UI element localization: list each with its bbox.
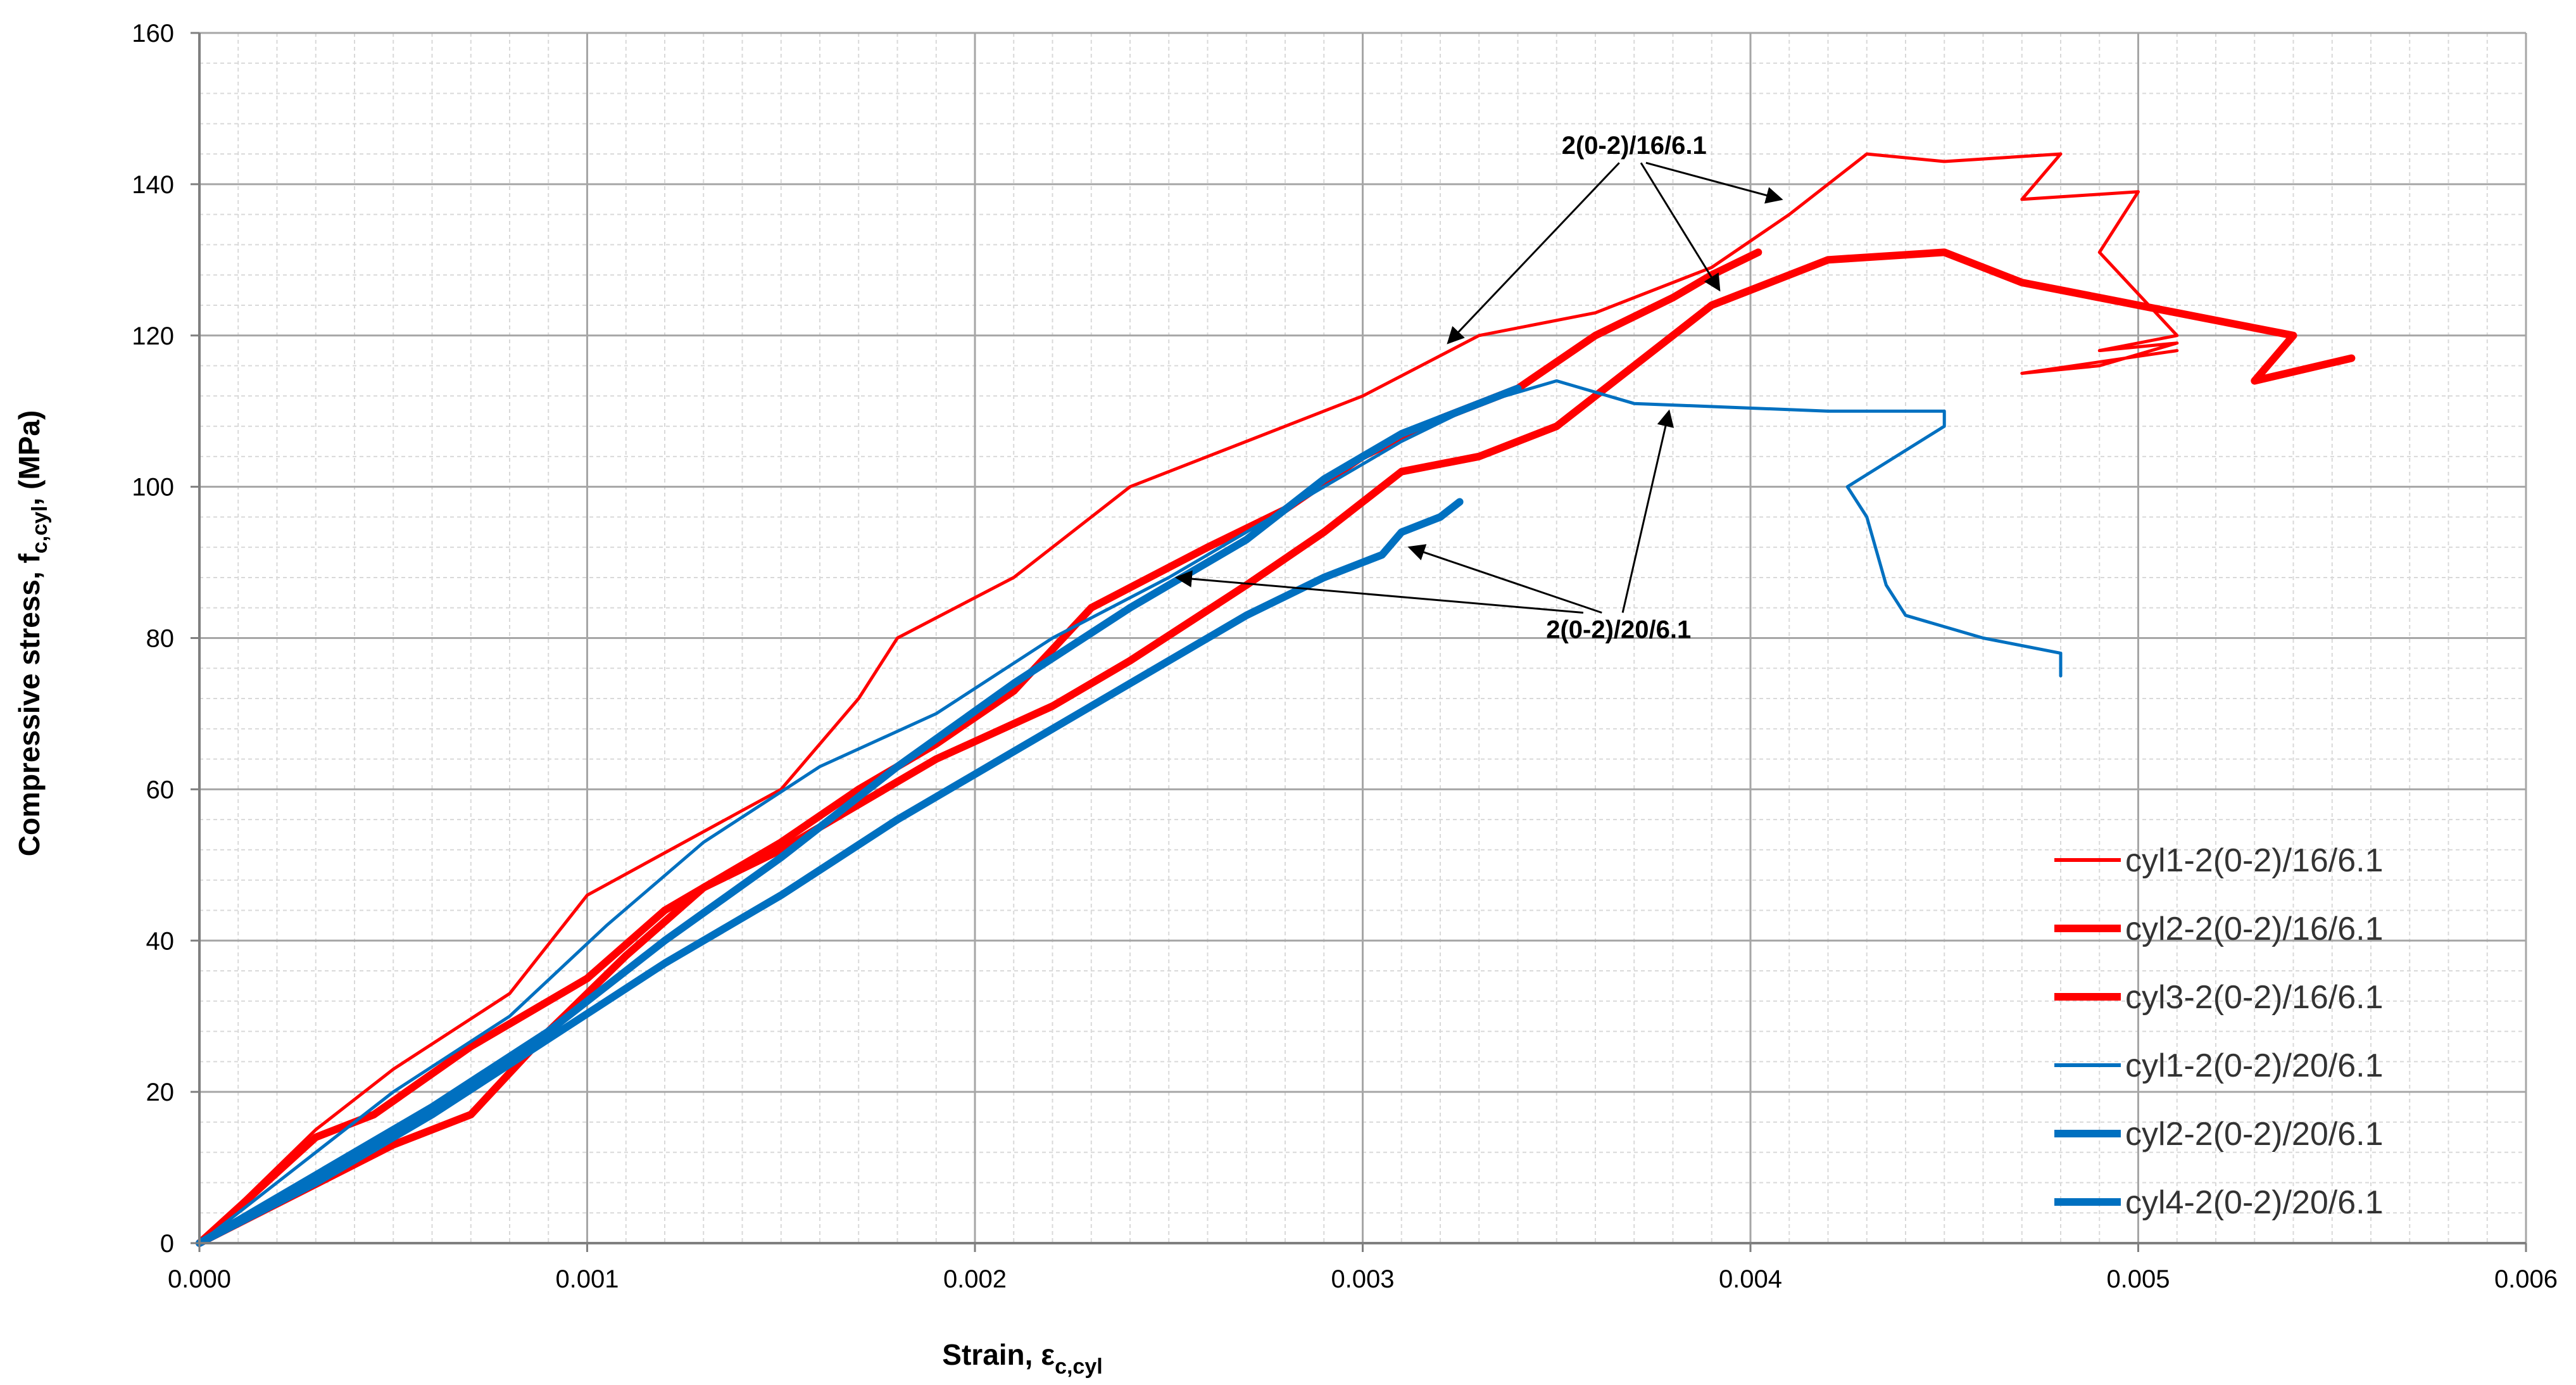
series-line-3 bbox=[196, 248, 2356, 1247]
x-axis-title-main: Strain, ε bbox=[942, 1338, 1055, 1371]
x-tick-label: 0.006 bbox=[2494, 1265, 2558, 1293]
x-tick-label: 0.002 bbox=[943, 1265, 1007, 1293]
series-line-6 bbox=[196, 498, 1464, 1247]
annotation-arrow bbox=[1645, 161, 1783, 204]
y-tick-label: 20 bbox=[146, 1078, 175, 1106]
annotations: 2(0-2)/16/6.1 2(0-2)/20/6.1 bbox=[1174, 132, 1783, 644]
legend: cyl1-2(0-2)/16/6.1 cyl2-2(0-2)/16/6.1 cyl3… bbox=[2054, 842, 2384, 1221]
series-group bbox=[196, 152, 2356, 1247]
annotation-arrow bbox=[1621, 409, 1674, 613]
y-tick-label: 140 bbox=[132, 171, 174, 199]
series-line-2 bbox=[196, 248, 1762, 1247]
annotation-arrow bbox=[1174, 570, 1584, 614]
legend-label: cyl1-2(0-2)/20/6.1 bbox=[2125, 1047, 2384, 1084]
axes: 0.000 0.001 0.002 0.003 0.004 0.005 0.006 0 20 40… bbox=[132, 20, 2558, 1293]
legend-label: cyl2-2(0-2)/16/6.1 bbox=[2125, 911, 2384, 947]
annotation-arrow bbox=[1407, 544, 1602, 614]
y-tick-label: 80 bbox=[146, 625, 175, 653]
series-line-1 bbox=[198, 152, 2179, 1245]
annotation-arrow bbox=[1640, 162, 1721, 292]
y-axis-title-unit: , (MPa) bbox=[13, 410, 46, 506]
y-tick-label: 160 bbox=[132, 20, 174, 47]
y-tick-label: 100 bbox=[132, 474, 174, 502]
x-tick-label: 0.005 bbox=[2106, 1265, 2170, 1293]
annotation-arrow bbox=[1447, 162, 1620, 345]
y-axis-title-sub: c,cyl bbox=[28, 506, 52, 554]
series-line-5 bbox=[196, 384, 1522, 1247]
x-tick-label: 0.004 bbox=[1719, 1265, 1782, 1293]
y-tick-label: 60 bbox=[146, 776, 175, 804]
x-axis-title: Strain, εc,cyl bbox=[942, 1338, 1102, 1379]
annotation-label-2: 2(0-2)/20/6.1 bbox=[1546, 616, 1691, 644]
y-tick-label: 0 bbox=[160, 1230, 174, 1258]
x-tick-label: 0.001 bbox=[555, 1265, 619, 1293]
x-axis-title-sub: c,cyl bbox=[1055, 1355, 1103, 1379]
legend-label: cyl4-2(0-2)/20/6.1 bbox=[2125, 1184, 2384, 1221]
y-tick-label: 40 bbox=[146, 927, 175, 955]
y-tick-label: 120 bbox=[132, 322, 174, 350]
legend-label: cyl3-2(0-2)/16/6.1 bbox=[2125, 979, 2384, 1016]
x-tick-label: 0.003 bbox=[1331, 1265, 1394, 1293]
legend-label: cyl2-2(0-2)/20/6.1 bbox=[2125, 1116, 2384, 1153]
x-tick-label: 0.000 bbox=[168, 1265, 231, 1293]
legend-label: cyl1-2(0-2)/16/6.1 bbox=[2125, 842, 2384, 879]
y-axis-title: Compressive stress, fc,cyl, (MPa) bbox=[13, 410, 52, 857]
y-axis-title-main: Compressive stress, f bbox=[13, 553, 46, 856]
grid bbox=[198, 32, 2527, 1244]
annotation-label-1: 2(0-2)/16/6.1 bbox=[1562, 132, 1707, 160]
